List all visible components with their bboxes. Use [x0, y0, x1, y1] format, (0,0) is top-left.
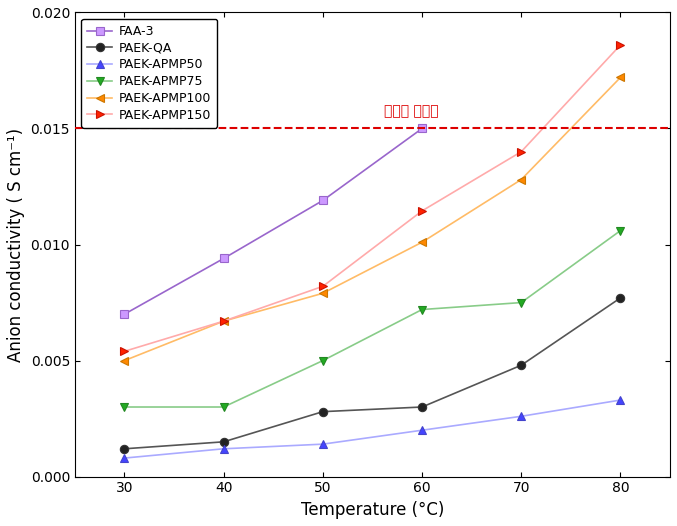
Y-axis label: Anion conductivity ( S cm⁻¹): Anion conductivity ( S cm⁻¹): [7, 127, 25, 361]
FAA-3: [219, 255, 227, 261]
PAEK-APMP75: [517, 299, 525, 306]
PAEK-APMP100: [121, 358, 129, 364]
PAEK-APMP100: [616, 74, 624, 80]
Line: FAA-3: FAA-3: [121, 124, 427, 318]
PAEK-QA: [418, 404, 426, 410]
FAA-3: [121, 311, 129, 317]
PAEK-QA: [219, 439, 227, 445]
PAEK-QA: [517, 362, 525, 368]
PAEK-APMP75: [219, 404, 227, 410]
PAEK-APMP75: [418, 306, 426, 312]
PAEK-QA: [616, 295, 624, 301]
Line: PAEK-QA: PAEK-QA: [121, 294, 625, 453]
PAEK-APMP75: [319, 358, 327, 364]
Line: PAEK-APMP75: PAEK-APMP75: [121, 227, 625, 411]
Line: PAEK-APMP50: PAEK-APMP50: [121, 396, 625, 462]
PAEK-APMP150: [517, 148, 525, 155]
FAA-3: [418, 125, 426, 132]
PAEK-APMP100: [517, 176, 525, 183]
Legend: FAA-3, PAEK-QA, PAEK-APMP50, PAEK-APMP75, PAEK-APMP100, PAEK-APMP150: FAA-3, PAEK-QA, PAEK-APMP50, PAEK-APMP75…: [81, 19, 217, 128]
PAEK-APMP150: [418, 208, 426, 214]
PAEK-APMP150: [319, 283, 327, 289]
PAEK-APMP50: [418, 427, 426, 433]
PAEK-APMP100: [418, 239, 426, 245]
PAEK-APMP75: [121, 404, 129, 410]
PAEK-APMP150: [616, 42, 624, 48]
PAEK-APMP50: [121, 455, 129, 461]
PAEK-QA: [319, 409, 327, 415]
PAEK-APMP100: [219, 318, 227, 325]
PAEK-APMP150: [219, 318, 227, 325]
Line: PAEK-APMP150: PAEK-APMP150: [121, 41, 625, 356]
PAEK-APMP50: [616, 397, 624, 403]
FAA-3: [319, 197, 327, 204]
PAEK-APMP75: [616, 227, 624, 234]
Line: PAEK-APMP100: PAEK-APMP100: [121, 73, 625, 365]
PAEK-APMP50: [319, 441, 327, 447]
PAEK-QA: [121, 446, 129, 452]
PAEK-APMP50: [219, 446, 227, 452]
PAEK-APMP50: [517, 413, 525, 419]
PAEK-APMP100: [319, 290, 327, 297]
Text: 정량적 목표치: 정량적 목표치: [385, 104, 439, 118]
PAEK-APMP150: [121, 348, 129, 355]
X-axis label: Temperature (°C): Temperature (°C): [301, 501, 444, 519]
